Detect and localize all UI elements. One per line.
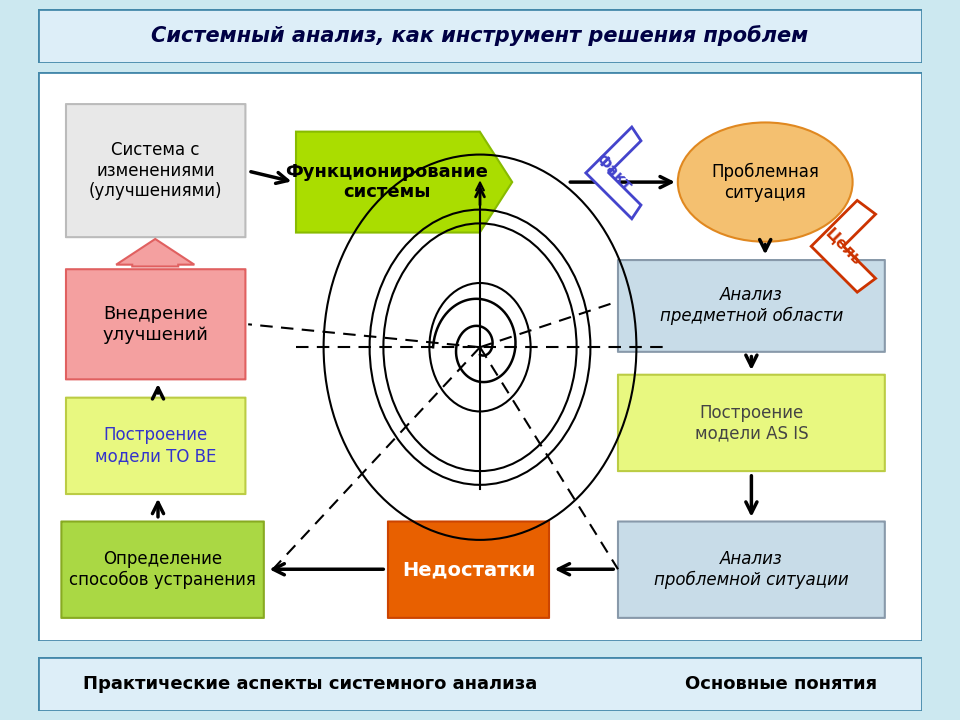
Text: Определение
способов устранения: Определение способов устранения bbox=[69, 550, 256, 589]
FancyBboxPatch shape bbox=[388, 521, 549, 618]
Text: Построение
модели ТО ВЕ: Построение модели ТО ВЕ bbox=[95, 426, 216, 465]
Text: Внедрение
улучшений: Внедрение улучшений bbox=[103, 305, 208, 343]
Text: Системный анализ, как инструмент решения проблем: Системный анализ, как инструмент решения… bbox=[152, 25, 808, 47]
Text: Факт: Факт bbox=[592, 152, 635, 194]
FancyBboxPatch shape bbox=[61, 521, 264, 618]
Text: Функционирование
системы: Функционирование системы bbox=[285, 163, 489, 202]
Text: Анализ
предметной области: Анализ предметной области bbox=[660, 287, 843, 325]
FancyBboxPatch shape bbox=[66, 269, 246, 379]
Text: Проблемная
ситуация: Проблемная ситуация bbox=[711, 163, 819, 202]
FancyBboxPatch shape bbox=[618, 374, 885, 471]
Text: Система с
изменениями
(улучшениями): Система с изменениями (улучшениями) bbox=[89, 141, 223, 200]
Text: Основные понятия: Основные понятия bbox=[685, 675, 877, 693]
Text: Построение
модели AS IS: Построение модели AS IS bbox=[695, 403, 808, 442]
Polygon shape bbox=[296, 132, 513, 233]
Polygon shape bbox=[586, 127, 641, 219]
Text: Практические аспекты системного анализа: Практические аспекты системного анализа bbox=[83, 675, 537, 693]
FancyBboxPatch shape bbox=[38, 657, 922, 711]
Text: Анализ
проблемной ситуации: Анализ проблемной ситуации bbox=[654, 550, 849, 589]
FancyArrow shape bbox=[116, 239, 194, 266]
Text: Недостатки: Недостатки bbox=[402, 560, 535, 579]
Polygon shape bbox=[811, 200, 876, 292]
FancyBboxPatch shape bbox=[38, 9, 922, 63]
FancyBboxPatch shape bbox=[66, 397, 246, 494]
Ellipse shape bbox=[678, 122, 852, 242]
FancyBboxPatch shape bbox=[38, 72, 922, 641]
FancyBboxPatch shape bbox=[618, 260, 885, 352]
FancyBboxPatch shape bbox=[66, 104, 246, 237]
Text: Цель: Цель bbox=[822, 225, 865, 268]
FancyBboxPatch shape bbox=[618, 521, 885, 618]
